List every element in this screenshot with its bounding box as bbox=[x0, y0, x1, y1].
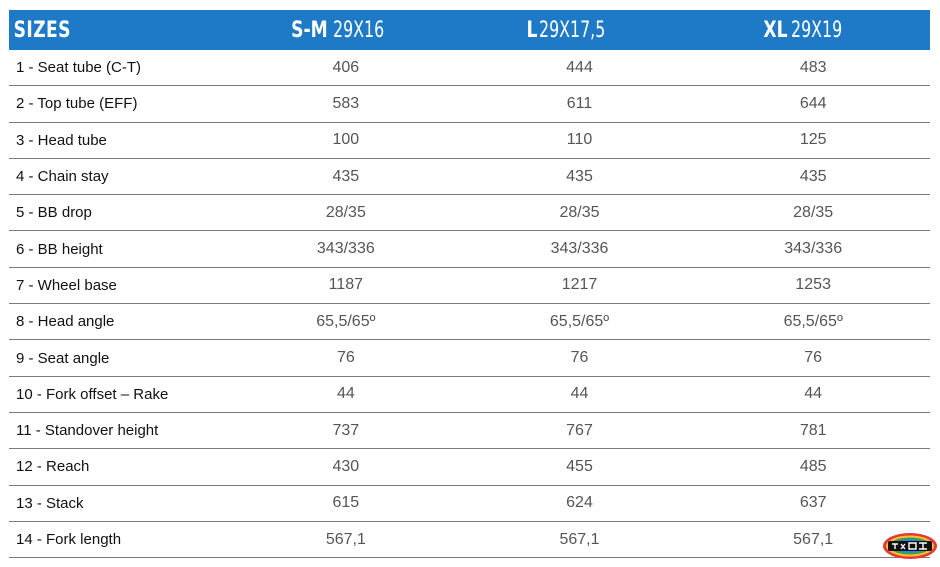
row-value: 567,1 bbox=[793, 530, 834, 548]
sizes-header: SIZES bbox=[13, 17, 71, 43]
row-label: 6 - BB height bbox=[16, 240, 103, 258]
row-value: 583 bbox=[332, 94, 360, 112]
row-value: 637 bbox=[799, 494, 827, 512]
size-column-header-s-m: S-M 29X16 bbox=[229, 17, 462, 43]
table-row: 3 - Head tube 100 110 125 bbox=[9, 123, 930, 159]
row-value: 343/336 bbox=[550, 240, 609, 258]
row-label: 13 - Stack bbox=[16, 494, 84, 512]
row-label: 14 - Fork length bbox=[16, 531, 122, 548]
size-wheel: 29X17,5 bbox=[538, 18, 606, 43]
size-column-header-xl: XL 29X19 bbox=[694, 17, 927, 43]
row-label: 2 - Top tube (EFF) bbox=[16, 95, 138, 113]
size-name: XL bbox=[763, 18, 788, 43]
row-label: 8 - Head angle bbox=[16, 313, 115, 331]
row-value: 781 bbox=[799, 421, 827, 439]
table-row: 5 - BB drop 28/35 28/35 28/35 bbox=[9, 195, 930, 232]
row-label: 9 - Seat angle bbox=[16, 349, 110, 367]
row-value: 76 bbox=[570, 349, 589, 367]
row-value: 444 bbox=[566, 58, 593, 76]
size-wheel: 29X19 bbox=[790, 18, 842, 43]
row-label: 4 - Chain stay bbox=[16, 168, 109, 186]
table-row: 10 - Fork offset – Rake 44 44 44 bbox=[9, 377, 930, 413]
row-label: 5 - BB drop bbox=[16, 204, 92, 222]
row-value: 44 bbox=[336, 385, 355, 403]
row-value: 65,5/65º bbox=[549, 312, 610, 330]
row-value: 125 bbox=[799, 131, 827, 149]
row-value: 483 bbox=[799, 58, 827, 76]
row-value: 1187 bbox=[328, 276, 364, 294]
row-value: 435 bbox=[566, 167, 593, 185]
row-value: 435 bbox=[332, 167, 360, 185]
row-label: 12 - Reach bbox=[16, 458, 90, 476]
row-value: 435 bbox=[799, 167, 827, 185]
row-value: 485 bbox=[799, 457, 827, 475]
row-value: 615 bbox=[332, 494, 360, 512]
table-row: 14 - Fork length 567,1 567,1 567,1 bbox=[9, 522, 930, 559]
row-value: 76 bbox=[336, 349, 355, 367]
row-value: 65,5/65º bbox=[783, 312, 843, 330]
row-label: 11 - Standover height bbox=[16, 422, 159, 440]
row-value: 76 bbox=[804, 349, 823, 367]
table-row: 12 - Reach 430 455 485 bbox=[9, 449, 930, 486]
row-value: 28/35 bbox=[325, 203, 366, 221]
table-row: 8 - Head angle 65,5/65º 65,5/65º 65,5/65º bbox=[9, 304, 930, 341]
row-value: 644 bbox=[799, 94, 827, 112]
size-column-header-l: L 29X17,5 bbox=[462, 17, 695, 43]
row-value: 567,1 bbox=[325, 530, 366, 548]
geometry-table: SIZES S-M 29X16 L 29X17,5 XL 29X19 1 - S… bbox=[9, 10, 930, 559]
table-row: 9 - Seat angle 76 76 76 bbox=[9, 340, 930, 377]
site-logo-icon bbox=[883, 533, 937, 559]
table-row: 2 - Top tube (EFF) 583 611 644 bbox=[9, 86, 930, 123]
row-value: 110 bbox=[566, 131, 593, 149]
row-value: 44 bbox=[804, 385, 823, 403]
table-row: 6 - BB height 343/336 343/336 343/336 bbox=[9, 231, 930, 268]
table-row: 13 - Stack 615 624 637 bbox=[9, 486, 930, 522]
row-value: 611 bbox=[566, 94, 593, 112]
row-value: 567,1 bbox=[559, 530, 600, 548]
table-row: 11 - Standover height 737 767 781 bbox=[9, 413, 930, 450]
row-value: 1253 bbox=[795, 276, 831, 294]
row-value: 343/336 bbox=[316, 240, 375, 258]
size-name: S-M bbox=[291, 18, 329, 43]
row-value: 65,5/65º bbox=[316, 312, 376, 330]
table-body: 1 - Seat tube (C-T) 406 444 483 2 - Top tube… bbox=[9, 50, 930, 559]
row-value: 44 bbox=[570, 385, 589, 403]
row-value: 343/336 bbox=[784, 240, 843, 258]
row-label: 10 - Fork offset – Rake bbox=[16, 385, 169, 403]
row-value: 100 bbox=[332, 131, 360, 149]
row-value: 28/35 bbox=[793, 203, 834, 221]
table-header: SIZES S-M 29X16 L 29X17,5 XL 29X19 bbox=[9, 10, 930, 50]
row-value: 767 bbox=[566, 421, 593, 439]
row-label: 1 - Seat tube (C-T) bbox=[16, 59, 142, 77]
row-label: 3 - Head tube bbox=[16, 131, 107, 149]
size-wheel: 29X16 bbox=[333, 18, 385, 43]
row-value: 737 bbox=[332, 421, 360, 439]
row-value: 406 bbox=[332, 58, 360, 76]
row-value: 624 bbox=[566, 494, 593, 512]
row-value: 1217 bbox=[561, 276, 598, 294]
row-label: 7 - Wheel base bbox=[16, 276, 117, 294]
row-value: 430 bbox=[332, 457, 360, 475]
size-name: L bbox=[526, 18, 538, 43]
table-row: 4 - Chain stay 435 435 435 bbox=[9, 159, 930, 196]
row-value: 455 bbox=[566, 457, 593, 475]
row-value: 28/35 bbox=[559, 203, 600, 221]
table-row: 1 - Seat tube (C-T) 406 444 483 bbox=[9, 50, 930, 87]
table-row: 7 - Wheel base 1187 1217 1253 bbox=[9, 268, 930, 305]
